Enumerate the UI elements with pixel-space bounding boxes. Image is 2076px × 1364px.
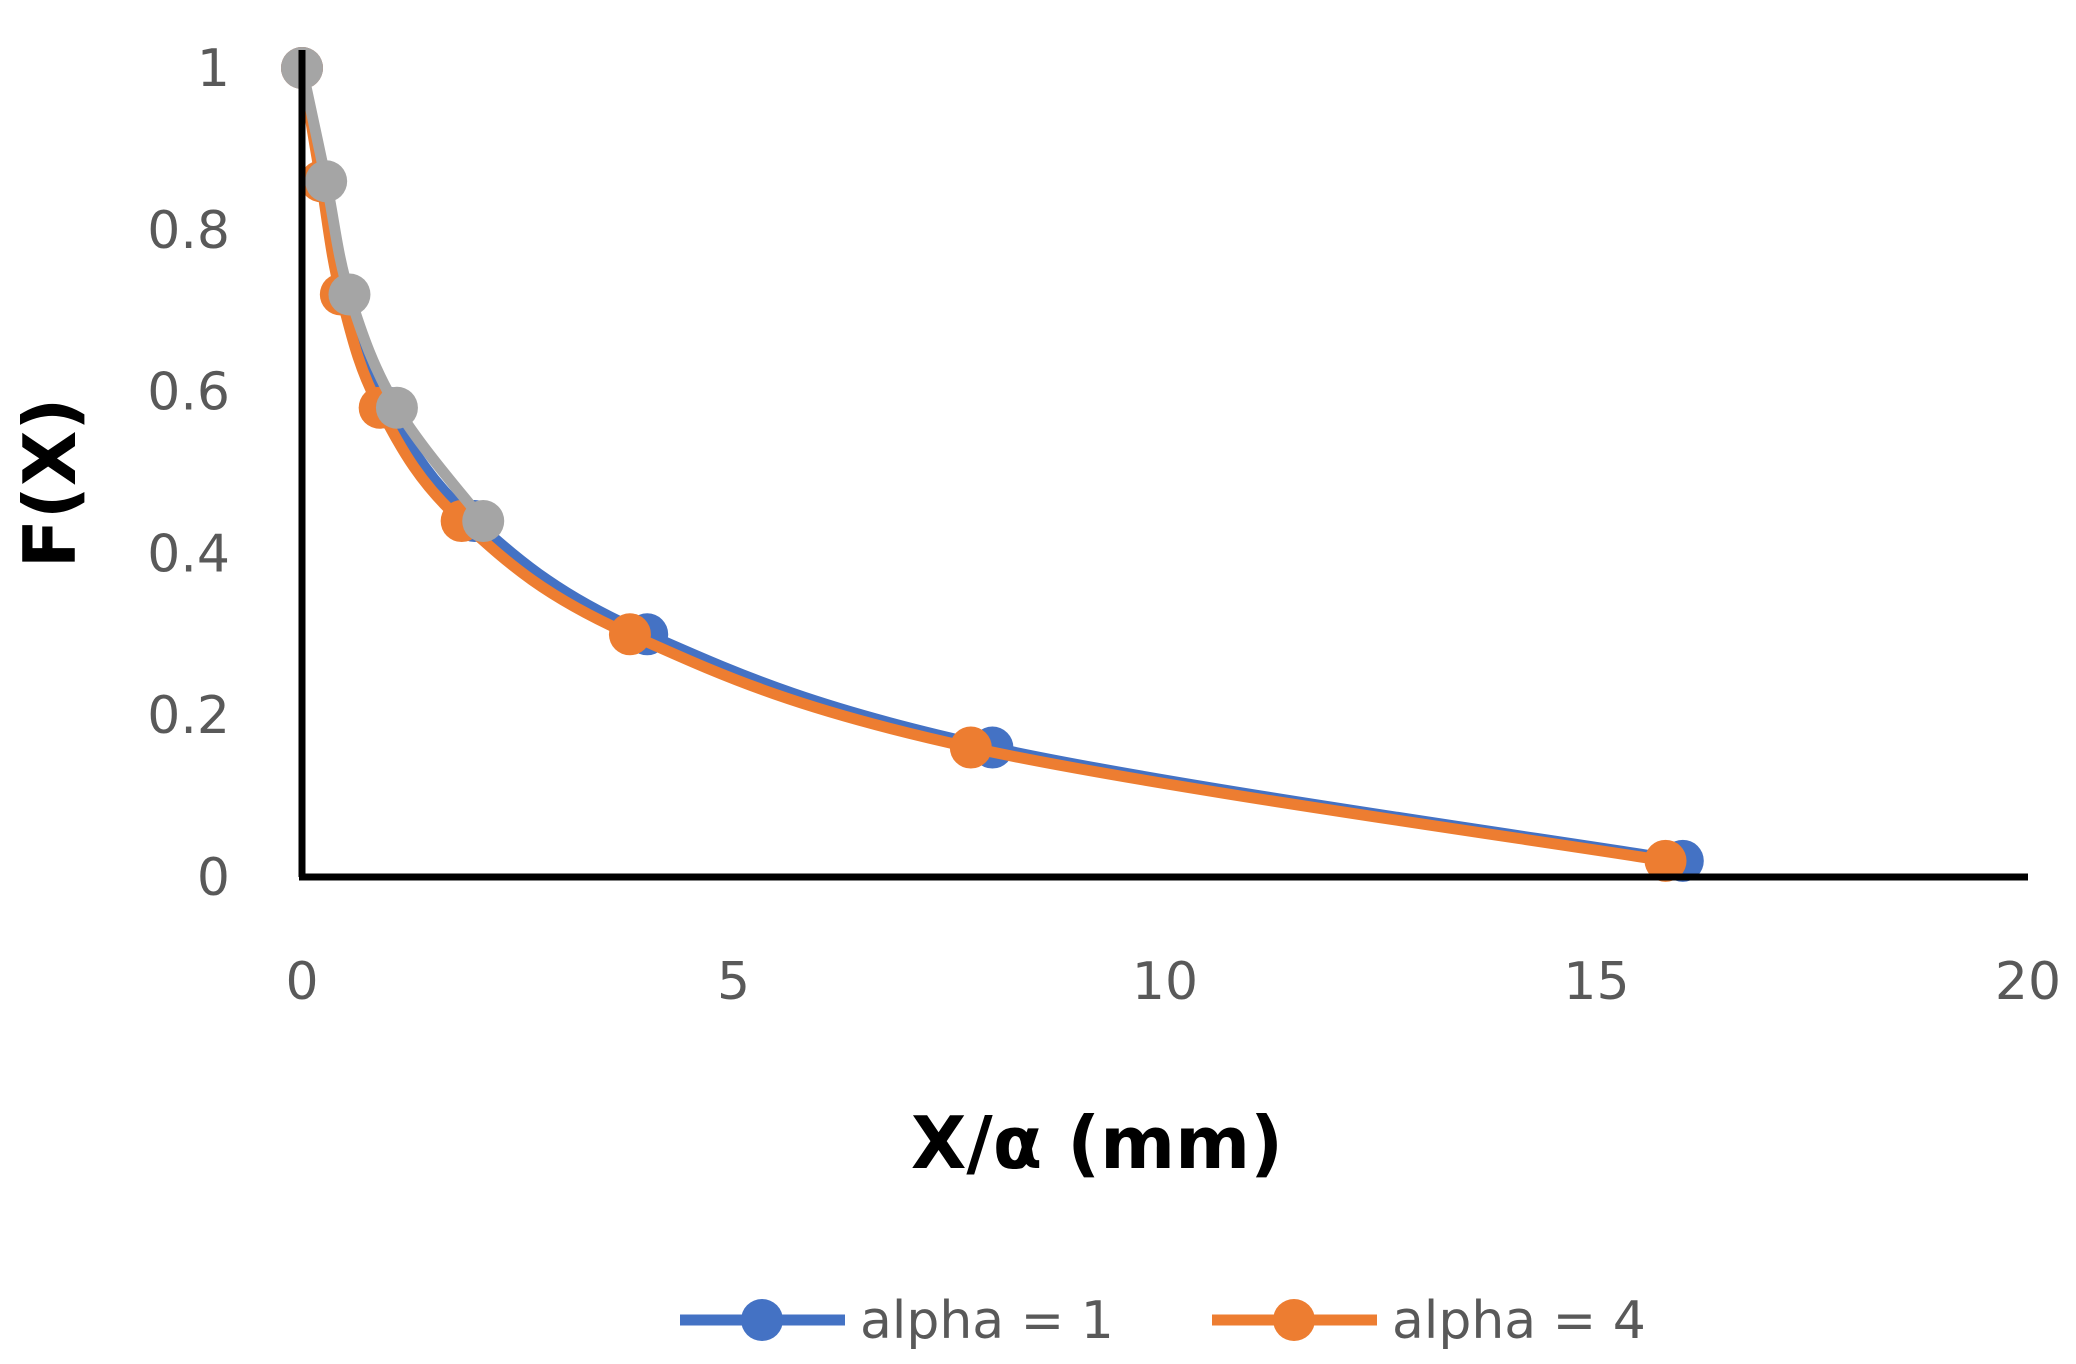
legend-label: alpha = 1	[860, 1291, 1114, 1351]
series-layer	[281, 47, 1704, 882]
legend-marker	[1273, 1299, 1315, 1341]
x-tick-label: 10	[1132, 952, 1198, 1012]
series-point	[375, 386, 418, 429]
y-axis-title: F(X)	[8, 398, 92, 569]
y-tick-label: 0.8	[147, 201, 230, 261]
series-point	[949, 726, 992, 769]
x-tick-label: 20	[1995, 952, 2061, 1012]
series-2	[281, 47, 1687, 882]
series-point	[1644, 839, 1687, 882]
series-3	[281, 47, 505, 543]
y-tick-label: 0.4	[147, 524, 230, 584]
series-line	[296, 62, 1672, 867]
x-tick-label: 15	[1563, 952, 1629, 1012]
y-tick-label: 0.2	[147, 686, 230, 746]
x-tick-label: 0	[285, 952, 318, 1012]
series-point	[462, 500, 505, 543]
series-point	[328, 273, 371, 316]
x-axis-title: X/α (mm)	[911, 1101, 1283, 1185]
series-point	[608, 613, 651, 656]
legend-item: alpha = 4	[1212, 1291, 1646, 1351]
legend-marker	[741, 1299, 783, 1341]
tick-layer: 00.20.40.60.810 5 10 15 20	[147, 39, 2061, 1012]
y-tick-label: 0.6	[147, 363, 230, 423]
legend-item: alpha = 1	[680, 1291, 1114, 1351]
x-tick-label: 5	[717, 952, 750, 1012]
series-point	[305, 160, 348, 203]
y-tick-label: 0	[197, 848, 230, 908]
legend-label: alpha = 4	[1392, 1291, 1646, 1351]
legend: alpha = 1 alpha = 4	[680, 1291, 1646, 1351]
y-tick-label: 1	[197, 39, 230, 99]
